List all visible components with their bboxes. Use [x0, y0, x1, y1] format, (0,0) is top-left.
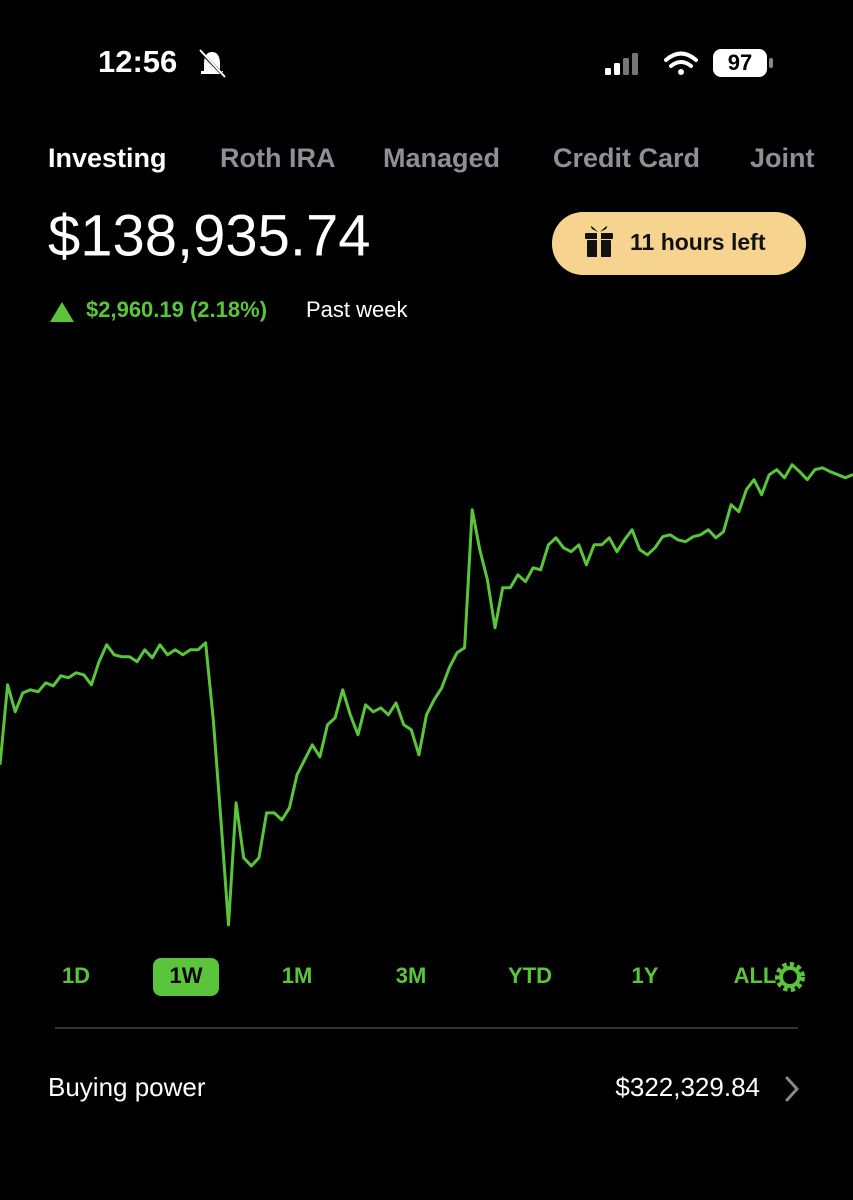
range-selected-background[interactable]: [153, 958, 219, 996]
buying-power-value[interactable]: $322,329.84: [615, 1072, 760, 1102]
balance: $138,935.74: [48, 203, 371, 268]
battery-cap: [769, 58, 773, 68]
range-selector: 1D 1W 1M 3M YTD 1Y ALL: [62, 958, 776, 996]
status-time: 12:56: [98, 44, 177, 79]
change: $2,960.19 (2.18%): [86, 297, 267, 322]
chart-settings[interactable]: [775, 962, 805, 992]
mute-icon: [197, 48, 228, 80]
promo-background[interactable]: [552, 212, 806, 275]
change-period: Past week: [306, 297, 408, 322]
battery-level: 97: [728, 50, 752, 75]
up-triangle: [50, 302, 74, 322]
portfolio-line: [0, 463, 853, 927]
range-option[interactable]: YTD: [508, 963, 552, 988]
account-tab[interactable]: Roth IRA: [220, 143, 335, 173]
range-option[interactable]: 1D: [62, 963, 90, 988]
account-tab[interactable]: Credit Card: [553, 143, 700, 173]
chevron: [785, 1076, 800, 1102]
range-option[interactable]: 3M: [396, 963, 427, 988]
account-tab[interactable]: Joint: [750, 143, 815, 173]
range-option[interactable]: ALL: [734, 963, 777, 988]
range-option[interactable]: 1W: [170, 963, 203, 988]
signal-icon: [605, 53, 638, 75]
account-tabs: Investing Roth IRA Managed Credit Card Joint: [48, 143, 815, 173]
battery-icon: [713, 49, 767, 77]
gift-icon: [585, 226, 613, 257]
promo-text[interactable]: 11 hours left: [630, 229, 766, 255]
range-option[interactable]: 1Y: [632, 963, 659, 988]
portfolio-chart: [0, 463, 853, 927]
wifi-icon: [664, 51, 698, 75]
buying-power-row[interactable]: Buying power $322,329.84: [48, 1072, 800, 1102]
promo-pill[interactable]: 11 hours left: [552, 212, 806, 275]
account-tab[interactable]: Managed: [383, 143, 500, 173]
account-tab[interactable]: Investing: [48, 143, 167, 173]
buying-power-label[interactable]: Buying power: [48, 1072, 206, 1102]
range-option[interactable]: 1M: [282, 963, 313, 988]
